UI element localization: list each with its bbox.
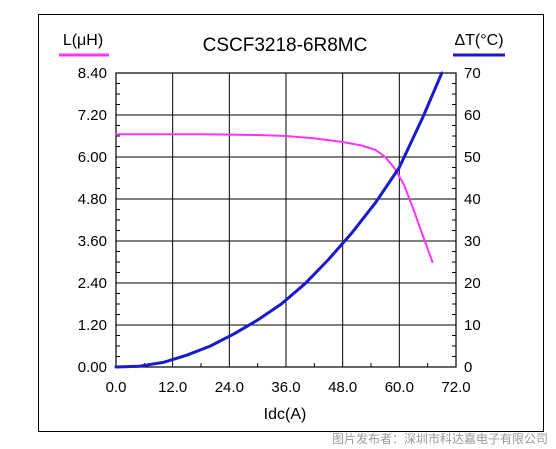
chart: 0.0 12.0 24.0 36.0 48.0 60.0 72.0 0.00 1.20 2.40 3… <box>59 32 505 423</box>
y-right-tick-label: 60 <box>464 107 481 124</box>
series-line-temperature-rise <box>114 71 444 369</box>
x-axis-label: Idc(A) <box>264 406 307 423</box>
y-left-tick-label: 0.00 <box>78 359 107 376</box>
plot-border <box>115 72 457 368</box>
y-left-tick-label: 6.00 <box>78 149 107 166</box>
watermark-text: 图片发布者：深圳市科达嘉电子有限公司 <box>331 432 548 446</box>
y-right-tick-label: 70 <box>464 65 481 82</box>
y-right-axis-label: ΔT(°C) <box>454 32 503 49</box>
y-right-tick-label: 50 <box>464 149 481 166</box>
y-right-tick-label: 0 <box>464 359 472 376</box>
x-tick-label: 60.0 <box>385 379 414 396</box>
y-left-tick-label: 8.40 <box>78 65 107 82</box>
chart-frame: 0.0 12.0 24.0 36.0 48.0 60.0 72.0 0.00 1.20 2.40 3… <box>38 14 544 432</box>
y-left-tick-label: 7.20 <box>78 107 107 124</box>
x-tick-label: 72.0 <box>441 379 470 396</box>
y-left-tick-label: 1.20 <box>78 317 107 334</box>
y-left-tick-label: 2.40 <box>78 275 107 292</box>
chart-title: CSCF3218-6R8MC <box>203 35 368 56</box>
x-tick-label: 48.0 <box>328 379 357 396</box>
y-left-tick-label: 3.60 <box>78 233 107 250</box>
y-right-tick-label: 10 <box>464 317 481 334</box>
y-right-tick-label: 40 <box>464 191 481 208</box>
x-tick-label: 0.0 <box>106 379 127 396</box>
y-right-tick-label: 30 <box>464 233 481 250</box>
x-tick-label: 36.0 <box>271 379 300 396</box>
series-line-inductance <box>115 133 434 263</box>
x-tick-label: 24.0 <box>215 379 244 396</box>
y-left-axis-label: L(μH) <box>63 32 103 49</box>
y-right-tick-label: 20 <box>464 275 481 292</box>
y-left-tick-label: 4.80 <box>78 191 107 208</box>
x-tick-label: 12.0 <box>158 379 187 396</box>
